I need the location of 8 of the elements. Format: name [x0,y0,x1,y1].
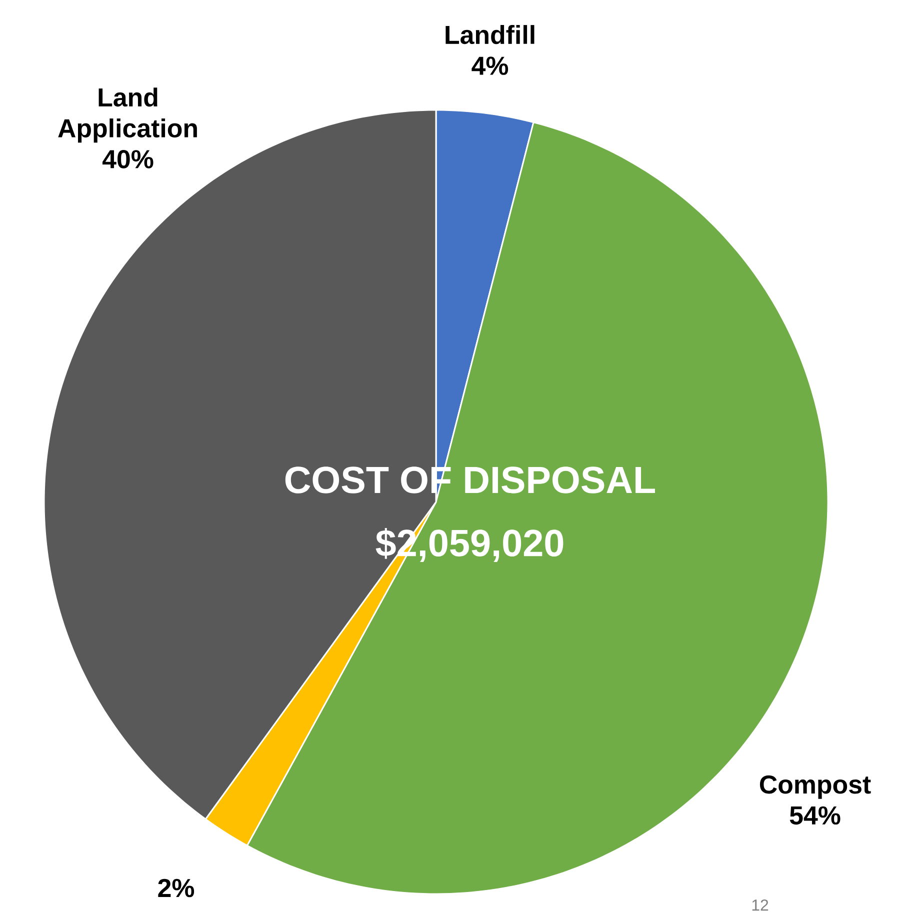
data-label: 2% [158,878,194,898]
data-label: 40% [102,150,154,168]
slice-label: Land Application [58,88,197,143]
slice-label: Compost [760,775,871,799]
slice-label: Landfill [446,25,534,44]
data-label: 4% [472,56,508,75]
text: 12 [752,899,768,911]
data-label: 54% [790,806,840,825]
